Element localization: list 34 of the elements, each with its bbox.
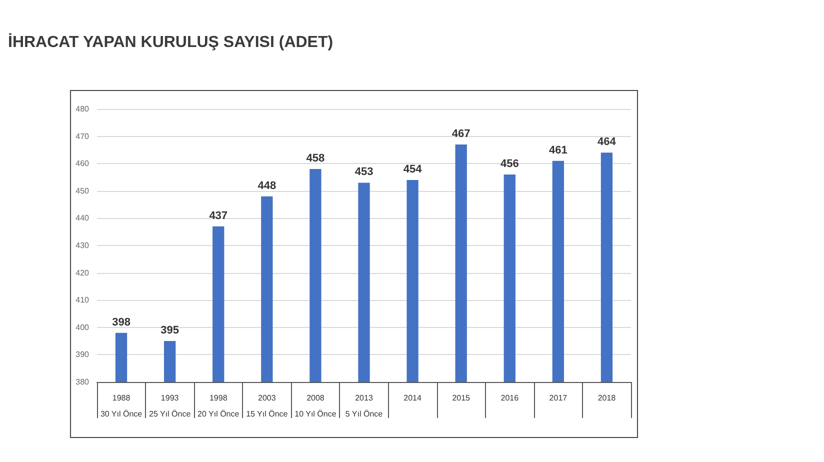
x-tick-label: 1993 25 Yıl Önce: [148, 394, 192, 418]
x-tick-label: 2013 5 Yıl Önce: [345, 394, 384, 418]
data-label: 398: [112, 316, 130, 328]
y-tick-label: 400: [76, 322, 90, 332]
data-label: 467: [452, 128, 470, 140]
data-label: 456: [500, 158, 519, 170]
x-tick-label: 2014: [404, 394, 422, 402]
y-tick-label: 480: [76, 104, 90, 114]
y-tick-label: 450: [76, 186, 90, 196]
y-tick-label: 460: [76, 159, 90, 168]
x-tick-label: 2008 10 Yıl Önce: [294, 394, 337, 418]
x-tick-label: 1988 30 Yıl Önce: [100, 394, 143, 418]
x-tick-label: 2016: [500, 394, 520, 402]
data-label: 395: [160, 324, 179, 337]
y-tick-label: 470: [76, 132, 90, 141]
data-label: 458: [306, 152, 325, 165]
x-tick-label: 1998 20 Yıl Önce: [198, 394, 240, 418]
data-label: 454: [403, 163, 423, 176]
y-tick-label: 430: [76, 241, 90, 250]
chart-title: İHRACAT YAPAN KURULUŞ SAYISI (ADET): [8, 34, 334, 52]
y-tick-label: 420: [76, 268, 90, 278]
data-label: 448: [258, 180, 276, 192]
x-tick-label: 2015: [452, 394, 471, 402]
y-tick-label: 440: [76, 214, 90, 223]
data-label: 464: [598, 136, 617, 148]
x-tick-label: 2017: [549, 394, 568, 402]
data-label: 453: [354, 166, 374, 178]
data-label: 461: [549, 144, 568, 156]
y-tick-label: 380: [76, 378, 90, 386]
y-tick-label: 390: [76, 350, 90, 360]
x-tick-label: 2003 15 Yıl Önce: [246, 394, 288, 418]
y-tick-label: 410: [76, 296, 90, 305]
x-tick-label: 2018: [598, 394, 616, 402]
data-label: 437: [209, 210, 228, 222]
